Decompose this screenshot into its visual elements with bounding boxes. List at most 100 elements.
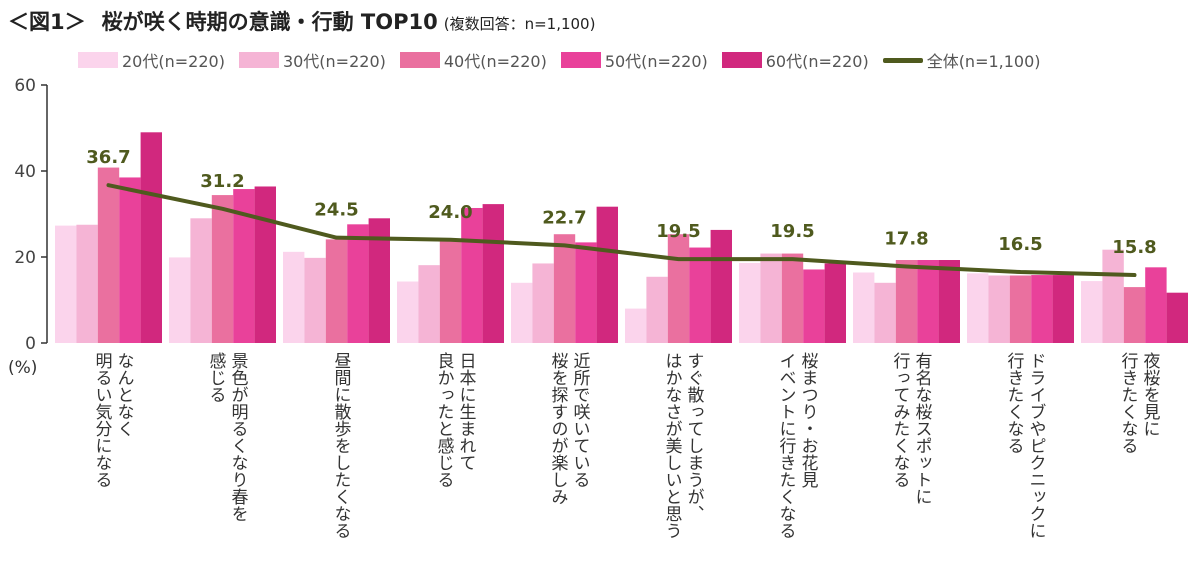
bar-50代(n=220): [233, 189, 255, 343]
legend-label: 40代(n=220): [443, 52, 547, 71]
bar-40代(n=220): [895, 260, 918, 343]
bar-60代(n=220): [596, 206, 618, 343]
bar-30代(n=220): [418, 265, 440, 343]
data-label: 17.8: [884, 228, 928, 249]
data-label: 15.8: [1112, 237, 1156, 258]
bar-40代(n=220): [439, 240, 462, 343]
bar-20代(n=220): [1081, 281, 1103, 343]
bar-30代(n=220): [532, 263, 554, 343]
bar-40代(n=220): [667, 234, 690, 343]
bar-60代(n=220): [1052, 275, 1074, 343]
legend-swatch: [78, 52, 118, 68]
legend-item: 60代(n=220): [721, 48, 869, 72]
bar-50代(n=220): [917, 260, 939, 343]
y-tick-label: 60: [14, 76, 36, 96]
legend-label: 30代(n=220): [282, 52, 386, 71]
legend: 20代(n=220) 30代(n=220) 40代(n=220) 50代(n=220)…: [78, 48, 1041, 72]
legend-item: 50代(n=220): [560, 48, 708, 72]
category-label: 日本に生まれて 良かったと感じる: [433, 352, 476, 488]
bar-20代(n=220): [55, 225, 77, 343]
data-label: 24.0: [428, 202, 472, 223]
bar-40代(n=220): [781, 253, 804, 343]
bar-50代(n=220): [461, 207, 483, 343]
bar-60代(n=220): [938, 260, 960, 343]
bar-50代(n=220): [347, 224, 369, 343]
bar-60代(n=220): [140, 132, 162, 343]
legend-label: 50代(n=220): [604, 52, 708, 71]
category-label: ドライブやピクニックに 行きたくなる: [1003, 352, 1046, 539]
legend-item: 30代(n=220): [238, 48, 386, 72]
bar-30代(n=220): [190, 218, 212, 343]
bar-50代(n=220): [119, 177, 141, 343]
bar-30代(n=220): [874, 282, 896, 343]
bar-50代(n=220): [1145, 267, 1167, 343]
bar-20代(n=220): [169, 257, 191, 343]
bar-60代(n=220): [482, 204, 504, 343]
bar-30代(n=220): [988, 275, 1010, 343]
bar-40代(n=220): [97, 167, 120, 343]
category-label: すぐ散ってしまうが、 はかなさが美しいと思う: [661, 352, 704, 539]
category-label: 昼間に散歩をしたくなる: [330, 352, 351, 539]
legend-swatch: [399, 52, 440, 68]
bar-20代(n=220): [853, 272, 875, 343]
category-label: 桜まつり・お花見 イベントに行きたくなる: [775, 352, 818, 539]
legend-item: 40代(n=220): [399, 48, 547, 72]
legend-label: 20代(n=220): [122, 52, 225, 71]
y-tick-label: 40: [14, 162, 36, 182]
legend-item: 20代(n=220): [78, 48, 225, 72]
legend-swatch: [721, 52, 762, 68]
bar-60代(n=220): [824, 263, 846, 343]
bar-60代(n=220): [368, 218, 390, 343]
bar-50代(n=220): [803, 269, 825, 343]
bar-60代(n=220): [254, 186, 276, 343]
bar-20代(n=220): [283, 251, 305, 343]
bar-30代(n=220): [760, 253, 782, 343]
data-label: 31.2: [200, 171, 244, 192]
legend-swatch: [238, 52, 279, 68]
legend-swatch: [882, 57, 923, 63]
y-tick-label: 20: [14, 248, 36, 268]
data-label: 19.5: [770, 221, 814, 242]
category-label: 近所で咲いている 桜を探すのが楽しみ: [547, 352, 590, 505]
category-label: 景色が明るくなり春を 感じる: [205, 352, 248, 522]
bar-20代(n=220): [967, 273, 989, 343]
legend-label: 全体(n=1,100): [926, 52, 1041, 71]
bar-40代(n=220): [1123, 287, 1146, 343]
line-overall: [106, 183, 1137, 278]
category-label: なんとなく 明るい気分になる: [91, 352, 134, 488]
bar-50代(n=220): [689, 247, 711, 343]
data-label: 19.5: [656, 221, 700, 242]
bar-20代(n=220): [397, 281, 419, 343]
bar-60代(n=220): [1166, 292, 1188, 343]
bar-40代(n=220): [1009, 275, 1032, 343]
legend-label: 60代(n=220): [765, 52, 869, 71]
y-axis-unit: (%): [8, 358, 38, 378]
data-label: 24.5: [314, 200, 358, 221]
category-label: 夜桜を見に 行きたくなる: [1117, 352, 1160, 454]
bar-40代(n=220): [553, 234, 576, 343]
bar-20代(n=220): [739, 263, 761, 343]
data-label: 22.7: [542, 207, 586, 228]
bar-40代(n=220): [211, 195, 234, 343]
title-sub: (複数回答：n=1,100): [443, 15, 596, 33]
legend-item: 全体(n=1,100): [882, 48, 1041, 72]
bar-30代(n=220): [1102, 249, 1124, 343]
chart-title: ＜図1＞ 桜が咲く時期の意識・行動 TOP10 (複数回答：n=1,100): [8, 6, 595, 36]
figure-number: ＜図1＞: [8, 10, 86, 34]
bar-20代(n=220): [511, 282, 533, 343]
bar-50代(n=220): [575, 242, 597, 343]
y-tick-label: 0: [25, 334, 36, 354]
bar-30代(n=220): [76, 224, 98, 343]
data-label: 16.5: [998, 234, 1042, 255]
bar-60代(n=220): [710, 229, 732, 343]
bar-50代(n=220): [1031, 275, 1053, 343]
bar-30代(n=220): [304, 257, 326, 343]
bar-40代(n=220): [325, 239, 348, 343]
legend-swatch: [560, 52, 601, 68]
bar-20代(n=220): [625, 308, 647, 343]
bar-30代(n=220): [646, 276, 668, 343]
title-main: 桜が咲く時期の意識・行動 TOP10: [101, 10, 438, 34]
category-label: 有名な桜スポットに 行ってみたくなる: [889, 352, 932, 505]
data-label: 36.7: [86, 147, 130, 168]
